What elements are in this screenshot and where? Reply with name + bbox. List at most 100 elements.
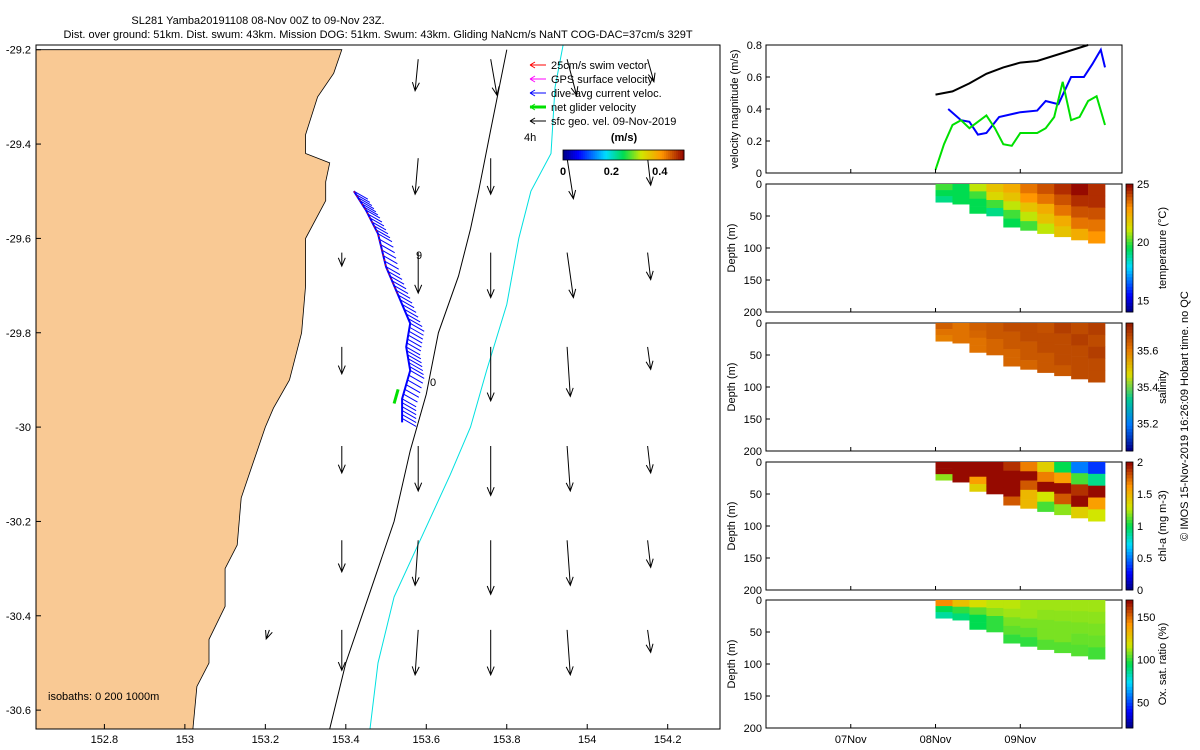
oxygen-colorbar-cell [1126,625,1133,630]
chlorophyll-cell [1037,491,1055,502]
salinity-cell [1037,362,1055,373]
geo-velocity-arrow [645,252,654,281]
current-vector [404,388,420,398]
current-vector [385,266,401,276]
temperature-ytick-label: 50 [750,211,762,223]
chlorophyll-colorbar-cell [1126,500,1133,504]
annotation-0: 0 [430,377,436,389]
annotation-9: 9 [416,250,422,262]
oxygen-colorbar-cell [1126,654,1133,658]
colorbar-cell [659,150,663,160]
salinity-colorbar-cell [1126,326,1133,330]
chlorophyll-cell [1054,462,1072,473]
oxygen-cell [935,600,953,607]
oxygen-ytick-label: 150 [744,691,762,703]
salinity-cell [935,323,953,330]
oxygen-colorbar-cell [1126,644,1133,649]
temperature-colorbar-cell [1126,276,1133,281]
chlorophyll-cell [1088,485,1106,498]
geo-velocity-arrow [566,59,579,97]
current-vector [383,255,398,265]
legend-label: sfc geo. vel. 09-Nov-2019 [551,116,676,128]
colorbar-cell [597,150,600,160]
oxygen-colorbar-cell [1126,660,1133,665]
current-vector [389,275,405,285]
oxygen-cell [969,600,987,608]
colorbar-cell [589,150,592,160]
colorbar-cell [649,150,653,160]
oxygen-cell [1088,635,1106,648]
current-vector [373,225,389,235]
geo-velocity-arrow [486,346,495,403]
current-vector [401,406,417,416]
oxygen-cell [1020,609,1038,619]
salinity-ytick-label: 100 [744,382,762,394]
temperature-colorbar-tick: 25 [1137,179,1149,191]
oxygen-cell [1088,611,1106,624]
salinity-cell [1020,350,1038,361]
oxygen-cell [1003,608,1021,618]
colorbar-cell [675,150,679,160]
current-vector [371,221,387,231]
current-vector [359,200,375,210]
chlorophyll-colorbar-cell [1126,542,1133,546]
current-vector [399,299,415,309]
temperature-colorbar-cell [1126,222,1133,226]
salinity-colorbar-cell [1126,399,1133,404]
colorbar-cell [583,150,586,160]
salinity-colorbar-cell [1126,380,1133,385]
geo-velocity-arrow [411,629,420,677]
current-vector [384,260,399,270]
salinity-cell [1071,356,1089,369]
map-xtick-label: 153.2 [252,734,280,746]
chlorophyll-cell [1003,462,1021,471]
temperature-colorbar-cell [1126,193,1133,198]
oxygen-ytick-label: 100 [744,659,762,671]
velocity-ytick-label: 0.4 [747,104,762,116]
salinity-cell [1037,342,1055,354]
chlorophyll-colorbar-cell [1126,484,1133,488]
salinity-cell [1037,323,1055,334]
salinity-cell [935,329,953,336]
temperature-colorbar-cell [1126,270,1133,274]
chlorophyll-cell [969,476,987,485]
oxygen-cell [1071,600,1089,612]
chlorophyll-colorbar-cell [1126,494,1133,498]
salinity-colorbar-tick: 35.6 [1137,345,1158,357]
colorbar-cell [681,150,685,160]
colorbar-cell [569,150,572,160]
colorbar-cell [617,150,620,160]
oxygen-colorbar-tick: 50 [1137,697,1149,709]
map-ytick-label: -30.2 [6,516,31,528]
map-ytick-label: -29.2 [6,45,31,57]
salinity-colorbar-cell [1126,358,1133,362]
chlorophyll-colorbar-label: chl-a (mg m-3) [1157,490,1169,562]
current-vector [409,370,425,379]
oxygen-cell [986,624,1004,633]
temperature-cell [969,184,987,192]
chlorophyll-colorbar-cell [1126,471,1133,476]
annotation-4h: 4h [524,132,536,144]
chlorophyll-colorbar-cell [1126,506,1133,511]
salinity-colorbar-cell [1126,339,1133,343]
temperature-cell [986,184,1004,193]
geo-velocity-arrow [565,346,574,398]
temperature-colorbar-cell [1126,296,1133,300]
oxygen-cell [1020,637,1038,647]
map-ytick-label: -30 [15,422,31,434]
colorbar-cell [599,150,602,160]
salinity-colorbar-cell [1126,393,1133,397]
temperature-ytick-label: 200 [744,307,762,319]
oxygen-cell [986,600,1004,609]
legend-label: GPS surface velocity [551,74,654,86]
chlorophyll-cell [986,470,1004,479]
salinity-colorbar-cell [1126,351,1133,356]
salinity-ytick-label: 50 [750,350,762,362]
temperature-colorbar-cell [1126,232,1133,236]
colorbar-cell [625,150,629,160]
chlorophyll-colorbar-cell [1126,490,1133,495]
oxygen-colorbar-label: Ox. sat. ratio (%) [1157,623,1169,706]
temperature-cell [969,191,987,200]
